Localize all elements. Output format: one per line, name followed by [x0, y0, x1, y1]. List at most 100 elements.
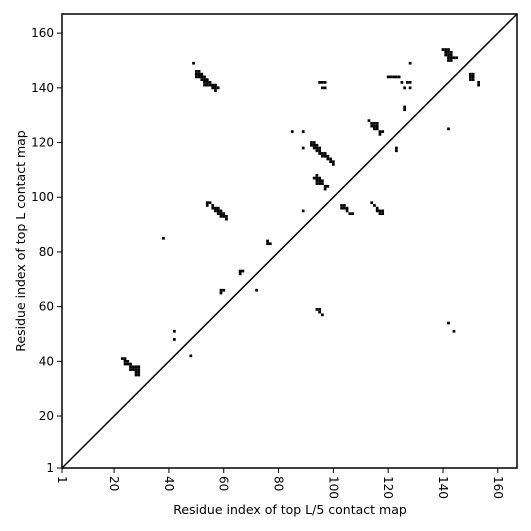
y-tick-label: 20: [39, 409, 54, 423]
contact-point: [266, 242, 269, 246]
contact-point: [216, 209, 220, 213]
contact-point: [408, 86, 412, 90]
contact-point: [351, 212, 354, 216]
contact-point: [290, 130, 294, 133]
contact-point: [137, 373, 141, 377]
contact-point: [321, 182, 324, 185]
contact-point: [266, 239, 269, 243]
contact-point: [315, 146, 319, 150]
contact-point: [310, 141, 313, 144]
contact-point: [225, 217, 228, 221]
contact-point: [447, 59, 450, 62]
x-tick-label: 1: [55, 476, 69, 484]
contact-point: [205, 201, 209, 205]
contact-point: [318, 179, 322, 183]
contact-point: [441, 48, 445, 51]
contact-point: [444, 48, 448, 51]
contact-point: [200, 78, 204, 81]
contact-point: [203, 75, 206, 79]
contact-point: [378, 212, 382, 216]
contact-point: [392, 75, 396, 79]
contact-point: [469, 72, 472, 76]
contact-point: [403, 108, 406, 112]
contact-point: [395, 149, 398, 153]
contact-point: [194, 75, 198, 79]
contact-point: [200, 72, 204, 76]
contact-point: [131, 368, 135, 371]
contact-point: [214, 209, 217, 213]
contact-point: [211, 83, 215, 87]
contact-point: [375, 206, 379, 210]
diagonal-line: [61, 13, 518, 469]
contact-point: [449, 59, 453, 62]
plot-frame: [61, 13, 518, 469]
contact-point: [370, 201, 374, 205]
contact-point: [378, 130, 382, 133]
contact-point: [321, 152, 324, 155]
contact-point: [447, 56, 450, 60]
contact-point: [321, 81, 324, 84]
contact-point: [381, 130, 385, 133]
contact-point: [400, 81, 404, 84]
contact-point: [173, 338, 176, 341]
contact-point: [211, 204, 215, 207]
contact-point: [447, 50, 450, 54]
contact-point: [345, 206, 349, 210]
contact-point: [315, 308, 319, 311]
x-tick-label: 60: [217, 476, 231, 491]
contact-point: [312, 141, 316, 144]
contact-point: [197, 72, 201, 76]
contact-point: [403, 105, 406, 109]
x-axis-label: Residue index of top L/5 contact map: [173, 502, 407, 517]
contact-point: [342, 206, 346, 210]
x-axis-ticks: 1 20 40 60 80 100 120 140 160: [55, 468, 505, 499]
contact-point: [386, 75, 390, 79]
contact-point: [395, 146, 398, 150]
contact-point: [126, 359, 130, 363]
contact-point: [449, 50, 453, 54]
contact-point: [137, 370, 141, 374]
contact-point: [471, 72, 475, 76]
contact-point: [370, 124, 374, 128]
y-tick-label: 80: [39, 245, 54, 259]
contact-point: [477, 81, 480, 84]
contact-point: [323, 81, 327, 84]
contact-point: [329, 160, 332, 164]
y-tick-label: 40: [39, 354, 54, 368]
contact-point: [315, 182, 319, 185]
contact-point: [378, 132, 382, 136]
contact-point: [214, 89, 217, 92]
contact-point: [194, 72, 198, 76]
contact-point: [211, 86, 215, 90]
contact-point: [452, 329, 456, 333]
contact-point: [373, 124, 376, 128]
contact-point: [367, 119, 371, 123]
y-axis-label: Residue index of top L contact map: [13, 130, 28, 351]
contact-point: [315, 143, 319, 147]
contact-point: [318, 81, 322, 84]
contact-point: [321, 86, 324, 90]
x-tick-label: 40: [162, 476, 176, 491]
contact-point: [208, 83, 212, 87]
contact-point: [389, 75, 393, 79]
contact-point: [318, 176, 322, 180]
contact-point: [449, 53, 453, 57]
contact-point: [455, 56, 459, 60]
contact-point: [403, 86, 406, 90]
contact-point: [301, 146, 305, 150]
contact-point: [381, 212, 385, 216]
contact-point: [323, 152, 327, 155]
contact-point: [408, 81, 412, 84]
contact-point: [301, 130, 305, 133]
contact-point: [449, 56, 453, 60]
contact-point: [326, 157, 330, 161]
x-tick-label: 20: [107, 476, 121, 491]
contact-point: [444, 53, 448, 57]
contact-point: [120, 357, 124, 360]
contact-point: [123, 359, 127, 363]
contact-point: [137, 365, 141, 369]
contact-point: [219, 212, 223, 216]
contact-point: [321, 179, 324, 183]
